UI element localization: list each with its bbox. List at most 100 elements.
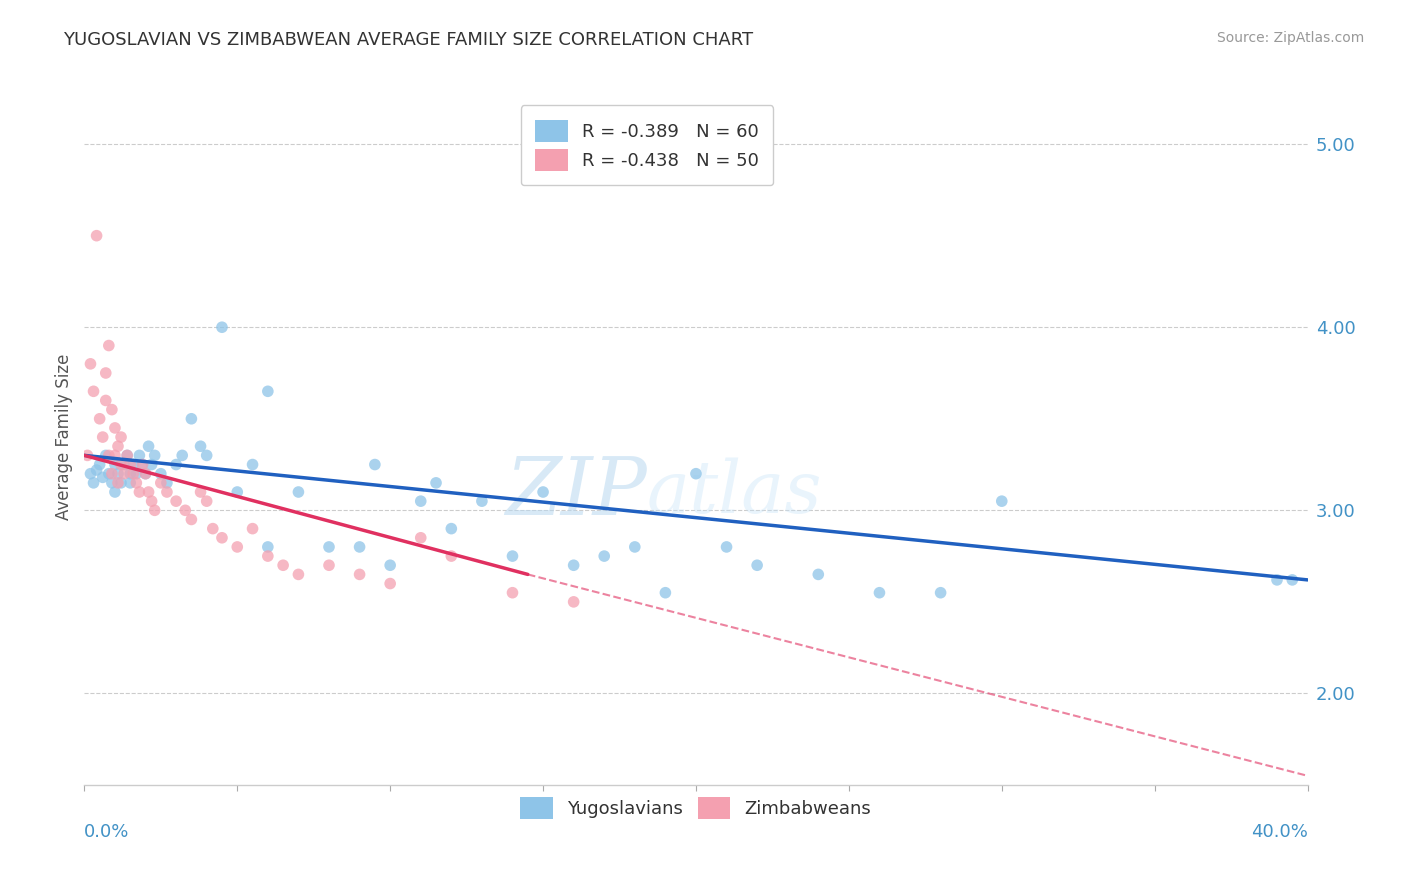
Point [91, 430, 114, 444]
Point [440, 549, 463, 563]
Point [211, 320, 233, 334]
Point [425, 475, 447, 490]
Point [125, 467, 148, 481]
Point [257, 540, 280, 554]
Point [409, 494, 432, 508]
Point [226, 540, 249, 554]
Point [257, 384, 280, 399]
Text: 40.0%: 40.0% [1251, 823, 1308, 841]
Point [226, 485, 249, 500]
Point [211, 531, 233, 545]
Point [471, 494, 494, 508]
Point [380, 576, 402, 591]
Point [97, 467, 120, 481]
Point [440, 522, 463, 536]
Point [180, 411, 202, 425]
Point [287, 485, 309, 500]
Point [125, 475, 148, 490]
Point [174, 503, 197, 517]
Point [89, 458, 111, 472]
Point [94, 393, 117, 408]
Point [97, 338, 120, 352]
Text: ZIP: ZIP [505, 454, 647, 532]
Point [654, 585, 676, 599]
Point [97, 449, 120, 463]
Point [165, 494, 187, 508]
Point [190, 439, 212, 453]
Point [120, 467, 142, 481]
Point [91, 470, 114, 484]
Point [409, 531, 432, 545]
Point [107, 475, 129, 490]
Point [110, 475, 132, 490]
Point [929, 585, 952, 599]
Point [190, 485, 212, 500]
Point [380, 558, 402, 573]
Point [83, 475, 105, 490]
Y-axis label: Average Family Size: Average Family Size [55, 354, 73, 520]
Text: atlas: atlas [647, 458, 823, 528]
Point [138, 439, 160, 453]
Point [716, 540, 738, 554]
Text: YUGOSLAVIAN VS ZIMBABWEAN AVERAGE FAMILY SIZE CORRELATION CHART: YUGOSLAVIAN VS ZIMBABWEAN AVERAGE FAMILY… [63, 31, 754, 49]
Point [86, 463, 108, 477]
Point [156, 485, 179, 500]
Point [156, 475, 179, 490]
Text: 0.0%: 0.0% [84, 823, 129, 841]
Point [107, 467, 129, 481]
Point [349, 567, 371, 582]
Point [869, 585, 891, 599]
Point [131, 458, 153, 472]
Point [318, 558, 340, 573]
Point [149, 467, 172, 481]
Point [89, 411, 111, 425]
Point [83, 384, 105, 399]
Point [242, 522, 264, 536]
Point [991, 494, 1014, 508]
Point [104, 485, 127, 500]
Point [242, 458, 264, 472]
Point [86, 228, 108, 243]
Point [271, 558, 294, 573]
Point [143, 503, 166, 517]
Point [364, 458, 387, 472]
Point [128, 449, 150, 463]
Point [94, 449, 117, 463]
Point [531, 485, 554, 500]
Point [502, 585, 524, 599]
Point [593, 549, 616, 563]
Point [110, 430, 132, 444]
Point [101, 475, 124, 490]
Point [195, 449, 218, 463]
Point [165, 458, 187, 472]
Point [138, 485, 160, 500]
Point [195, 494, 218, 508]
Point [149, 475, 172, 490]
Point [502, 549, 524, 563]
Point [94, 366, 117, 380]
Point [141, 494, 163, 508]
Point [120, 475, 142, 490]
Point [143, 449, 166, 463]
Point [624, 540, 647, 554]
Point [807, 567, 830, 582]
Point [101, 467, 124, 481]
Point [104, 449, 127, 463]
Point [104, 458, 127, 472]
Legend: Yugoslavians, Zimbabweans: Yugoslavians, Zimbabweans [512, 788, 880, 828]
Point [76, 449, 98, 463]
Point [685, 467, 707, 481]
Point [120, 458, 142, 472]
Point [122, 458, 145, 472]
Point [79, 467, 101, 481]
Point [115, 449, 138, 463]
Text: Source: ZipAtlas.com: Source: ZipAtlas.com [1216, 31, 1364, 45]
Point [112, 458, 135, 472]
Point [287, 567, 309, 582]
Point [141, 458, 163, 472]
Point [201, 522, 224, 536]
Point [79, 357, 101, 371]
Point [257, 549, 280, 563]
Point [110, 458, 132, 472]
Point [135, 467, 157, 481]
